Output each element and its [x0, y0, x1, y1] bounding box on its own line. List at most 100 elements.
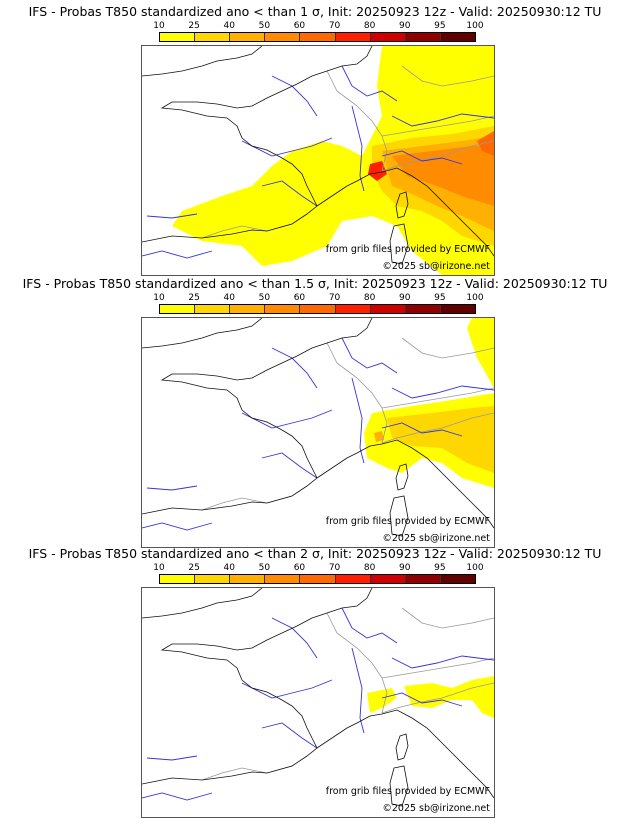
map-layer [142, 318, 494, 537]
colorbar-tick-label: 70 [328, 563, 341, 573]
colorbar-tick-label: 95 [434, 293, 446, 303]
colorbar-segment [370, 305, 406, 313]
colorbar-tick-label: 90 [399, 21, 411, 31]
probability-area [387, 406, 494, 473]
coastline [142, 318, 373, 515]
panel-title: IFS - Probas T850 standardized ano < tha… [28, 4, 602, 19]
colorbar-tick-label: 90 [399, 293, 411, 303]
island-outline [395, 733, 409, 761]
probability-area [477, 131, 494, 156]
colorbar-segment [265, 305, 301, 313]
river-line [341, 337, 398, 374]
map-layer [142, 46, 494, 275]
colorbar-tick-label: 70 [328, 293, 341, 303]
colorbar-segment [370, 33, 406, 41]
colorbar-tick-label: 70 [328, 21, 341, 31]
river-line [271, 347, 318, 389]
colorbar-tick-label: 40 [223, 563, 235, 573]
probability-area [368, 161, 387, 181]
colorbar-segment [405, 575, 441, 583]
colorbar-segment [440, 575, 475, 583]
probability-map: from grib files provided by ECMWF ©2025 … [141, 587, 495, 818]
panel-1sigma: IFS - Probas T850 standardized ano < tha… [0, 4, 630, 279]
probability-area [172, 46, 494, 275]
colorbar-segment [230, 33, 266, 41]
coastline [316, 167, 494, 257]
island-outline [395, 191, 409, 219]
colorbar-segment [335, 575, 371, 583]
coastline [142, 46, 373, 243]
border-line [401, 65, 494, 87]
river-line [351, 377, 365, 464]
colorbar-tick-label: 60 [293, 563, 306, 573]
colorbar-tick-label: 80 [363, 563, 376, 573]
border-line [381, 115, 494, 137]
colorbar-tick-label: 60 [293, 21, 306, 31]
colorbar-tick-label: 10 [153, 293, 165, 303]
colorbar-tick-label: 80 [363, 21, 376, 31]
island-outline [389, 223, 409, 265]
colorbar [159, 32, 476, 42]
border-line [381, 657, 494, 679]
colorbar-segment [335, 305, 371, 313]
river-line [381, 150, 463, 165]
colorbar-segment [370, 575, 406, 583]
colorbar-ticks: 10 25 40 50 60 70 80 90 95 100 [153, 563, 483, 573]
island-outline [389, 765, 409, 807]
colorbar-segment [335, 33, 371, 41]
colorbar-segment [300, 575, 336, 583]
colorbar-segment [160, 305, 196, 313]
probability-area [374, 431, 384, 442]
island-outline [389, 495, 409, 537]
river-line [391, 385, 494, 399]
border-line [381, 412, 494, 444]
panel-1-5sigma: IFS - Probas T850 standardized ano < tha… [0, 276, 630, 551]
border-line [401, 607, 494, 629]
probability-map: from grib files provided by ECMWF ©2025 … [141, 317, 495, 548]
river-line [142, 522, 213, 531]
colorbar-segment [195, 33, 231, 41]
colorbar-tick-label: 95 [434, 21, 446, 31]
colorbar-ticks: 10 25 40 50 60 70 80 90 95 100 [153, 21, 483, 31]
panel-title: IFS - Probas T850 standardized ano < tha… [22, 276, 608, 291]
coastline [142, 318, 263, 349]
river-line [146, 485, 198, 491]
colorbar-segment [265, 575, 301, 583]
river-line [241, 409, 333, 429]
colorbar-tick-label: 10 [153, 21, 165, 31]
colorbar-tick-label: 100 [466, 21, 484, 31]
probability-area [367, 676, 494, 718]
river-line [241, 137, 333, 157]
colorbar-segment [405, 33, 441, 41]
colorbar-tick-label: 60 [293, 293, 306, 303]
probability-map: from grib files provided by ECMWF ©2025 … [141, 45, 495, 276]
colorbar [159, 304, 476, 314]
border-line [381, 387, 494, 409]
colorbar-tick-label: 10 [153, 563, 165, 573]
coastline [316, 439, 494, 529]
colorbar-tick-label: 50 [258, 563, 271, 573]
river-line [146, 213, 198, 219]
colorbar-tick-label: 100 [466, 563, 484, 573]
credit-copyright: ©2025 sb@irizone.net [382, 261, 490, 272]
border-line [326, 342, 388, 444]
river-line [271, 75, 318, 117]
border-line [326, 70, 388, 172]
panel-title: IFS - Probas T850 standardized ano < tha… [28, 546, 602, 561]
river-line [261, 722, 318, 749]
river-line [146, 755, 198, 761]
river-line [391, 113, 494, 127]
colorbar-tick-label: 50 [258, 21, 271, 31]
colorbar-tick-label: 25 [188, 293, 200, 303]
colorbar-segment [440, 33, 475, 41]
colorbar-tick-label: 100 [466, 293, 484, 303]
colorbar-tick-label: 25 [188, 21, 200, 31]
colorbar [159, 574, 476, 584]
river-line [271, 617, 318, 659]
colorbar-segment [300, 305, 336, 313]
colorbar-tick-label: 25 [188, 563, 200, 573]
colorbar-segment [160, 33, 196, 41]
colorbar-segment [300, 33, 336, 41]
river-line [381, 422, 463, 437]
river-line [142, 250, 213, 259]
